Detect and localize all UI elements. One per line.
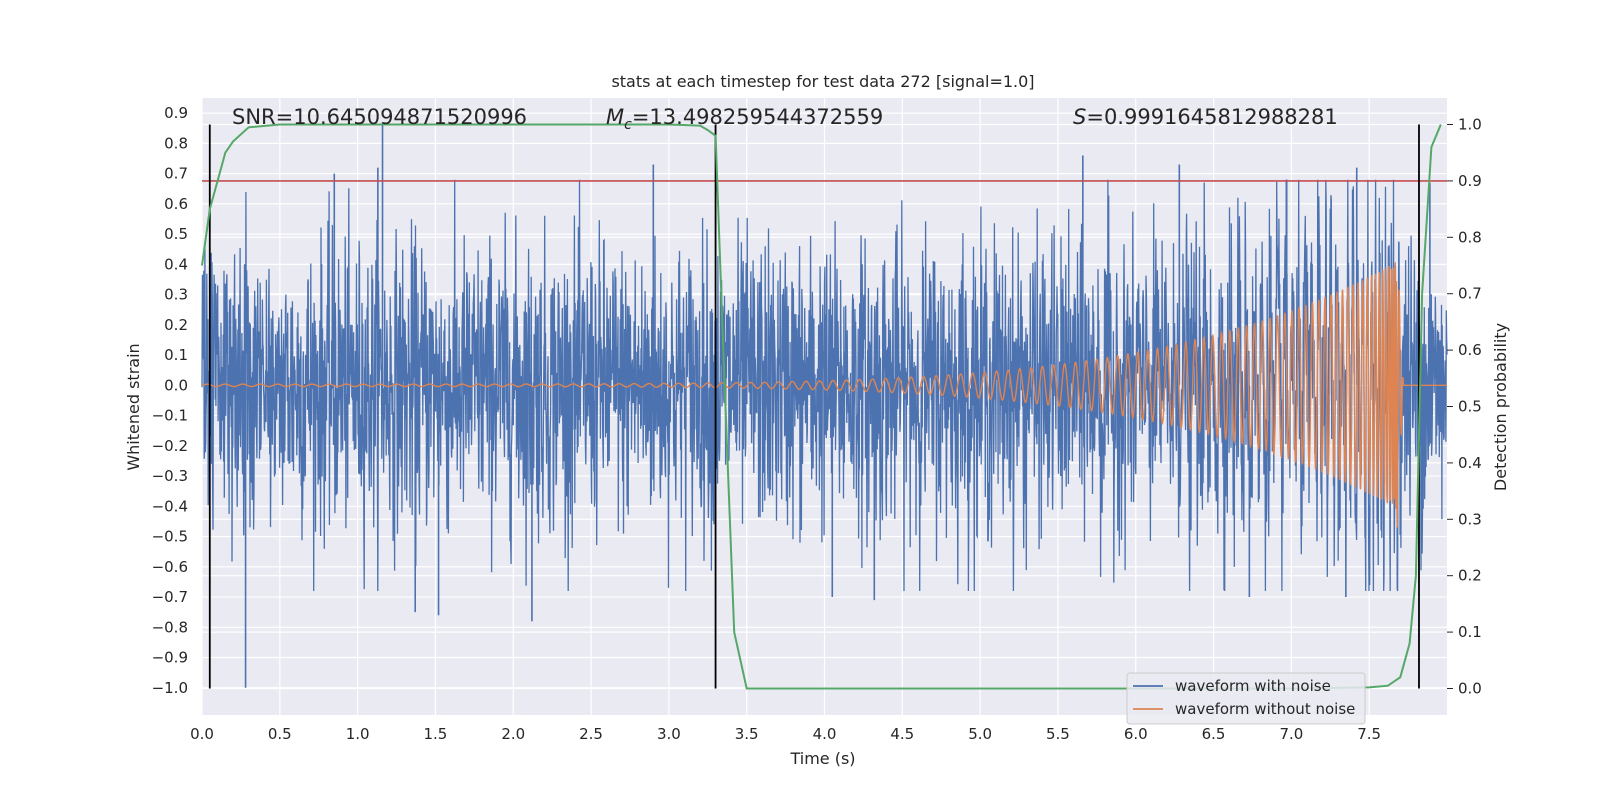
x-tick-label: 0.5: [268, 725, 292, 743]
y-axis-ticks: 0.9 0.8 0.7 0.6 0.5 0.4 0.3 0.2 0.1 0.0 −0.1 −0.2 −0…: [152, 104, 188, 697]
snr-annotation: SNR=10.645094871520996: [232, 105, 527, 129]
x-tick-label: 7.5: [1357, 725, 1381, 743]
y2-tick-label: 0.1: [1458, 623, 1482, 641]
y2-tick-label: 0.8: [1458, 228, 1482, 246]
waveform-with-noise-series: [201, 122, 1448, 688]
y-tick-label: 0.0: [164, 376, 188, 394]
x-tick-label: 3.0: [657, 725, 681, 743]
chirp-mass-subscript: c: [624, 117, 632, 133]
y-tick-label: 0.5: [164, 225, 188, 243]
y2-tick-label: 0.2: [1458, 567, 1482, 585]
y-tick-label: −0.4: [152, 497, 188, 515]
y-tick-label: 0.7: [164, 165, 188, 183]
y2-tick-label: 0.4: [1458, 454, 1482, 472]
x-tick-label: 1.0: [346, 725, 370, 743]
s-value: =0.9991645812988281: [1086, 105, 1337, 129]
legend-label-clean: waveform without noise: [1175, 700, 1355, 718]
x-tick-label: 6.0: [1124, 725, 1148, 743]
s-annotation: S=0.9991645812988281: [1073, 105, 1338, 129]
y2-tick-label: 1.0: [1458, 116, 1482, 134]
x-tick-label: 2.5: [579, 725, 603, 743]
y2-tick-label: 0.9: [1458, 172, 1482, 190]
y-tick-label: −0.1: [152, 407, 188, 425]
y-tick-label: 0.2: [164, 316, 188, 334]
chart-title: stats at each timestep for test data 272…: [611, 72, 1034, 91]
waveform-with-noise-line: [201, 179, 1448, 592]
chirp-mass-symbol: M: [606, 105, 624, 129]
y2-tick-label: 0.0: [1458, 679, 1482, 697]
detection-probability-series: [201, 123, 1442, 690]
x-axis-label: Time (s): [789, 749, 855, 768]
waveform-without-noise-line: [201, 262, 1447, 528]
y-tick-label: 0.9: [164, 104, 188, 122]
legend: waveform with noise waveform without noi…: [1126, 672, 1366, 725]
x-tick-label: 3.5: [735, 725, 759, 743]
x-tick-label: 5.0: [968, 725, 992, 743]
y-tick-label: −0.3: [152, 467, 188, 485]
detection-probability-line: [201, 123, 1442, 690]
y-tick-label: −0.2: [152, 437, 188, 455]
s-symbol: S: [1073, 105, 1086, 129]
y-tick-label: 0.1: [164, 346, 188, 364]
y2-tick-label: 0.7: [1458, 285, 1482, 303]
x-axis-ticks: 0.0 0.5 1.0 1.5 2.0 2.5 3.0 3.5 4.0 4.5 5.0 5.5 6.0 6…: [190, 725, 1381, 743]
y2-tick-label: 0.6: [1458, 341, 1482, 359]
y-tick-label: −0.8: [152, 618, 188, 636]
y-tick-label: −0.7: [152, 588, 188, 606]
legend-box: [1126, 672, 1366, 725]
chirp-mass-annotation: Mc=13.498259544372559: [606, 105, 883, 133]
x-tick-label: 6.5: [1202, 725, 1226, 743]
annotations: SNR=10.645094871520996 Mc=13.49825954437…: [232, 105, 1338, 133]
y-axis-label: Whitened strain: [124, 343, 143, 470]
chirp-mass-value: =13.498259544372559: [632, 105, 883, 129]
y2-axis-label: Detection probability: [1491, 323, 1510, 491]
x-tick-label: 5.5: [1046, 725, 1070, 743]
x-tick-label: 1.5: [424, 725, 448, 743]
x-tick-label: 7.0: [1279, 725, 1303, 743]
y-tick-label: 0.8: [164, 134, 188, 152]
y-tick-label: −0.6: [152, 558, 188, 576]
y-tick-label: 0.4: [164, 255, 188, 273]
y2-axis-ticks: 1.0 0.9 0.8 0.7 0.6 0.5 0.4 0.3 0.2 0.1 0.0: [1447, 116, 1482, 697]
y2-tick-label: 0.5: [1458, 398, 1482, 416]
waveform-without-noise-series: [201, 262, 1447, 528]
legend-label-noise: waveform with noise: [1175, 677, 1331, 695]
y-tick-label: −0.9: [152, 649, 188, 667]
x-tick-label: 2.0: [501, 725, 525, 743]
y-tick-label: 0.3: [164, 286, 188, 304]
x-tick-label: 0.0: [190, 725, 214, 743]
y-tick-label: −0.5: [152, 528, 188, 546]
x-tick-label: 4.5: [890, 725, 914, 743]
x-tick-label: 4.0: [813, 725, 837, 743]
y2-tick-label: 0.3: [1458, 510, 1482, 528]
y-tick-label: −1.0: [152, 679, 188, 697]
plot-area: [201, 98, 1448, 715]
y-tick-label: 0.6: [164, 195, 188, 213]
